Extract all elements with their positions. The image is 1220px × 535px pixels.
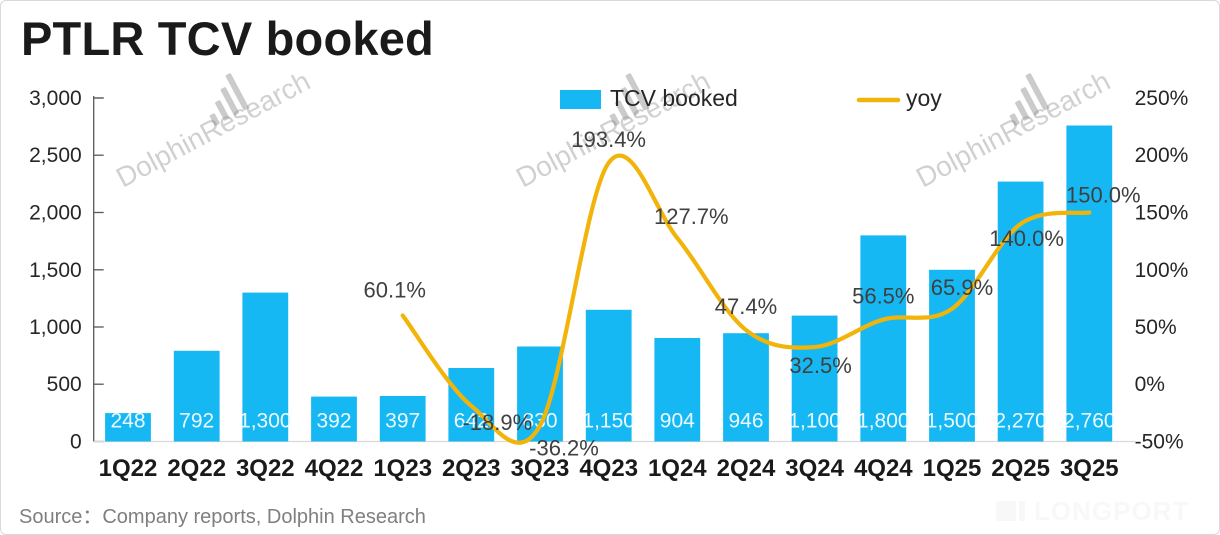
svg-text:946: 946 <box>728 410 763 433</box>
svg-text:1,800: 1,800 <box>857 410 910 433</box>
svg-text:2Q22: 2Q22 <box>167 455 226 482</box>
svg-text:1,000: 1,000 <box>29 316 82 339</box>
svg-text:2Q23: 2Q23 <box>442 455 501 482</box>
svg-text:1Q22: 1Q22 <box>99 455 158 482</box>
svg-text:3Q23: 3Q23 <box>511 455 570 482</box>
svg-text:500: 500 <box>47 373 82 396</box>
svg-text:2,000: 2,000 <box>29 202 82 225</box>
svg-text:4Q22: 4Q22 <box>305 455 364 482</box>
svg-text:193.4%: 193.4% <box>571 127 646 152</box>
svg-text:0%: 0% <box>1135 373 1165 396</box>
svg-text:50%: 50% <box>1135 316 1177 339</box>
svg-text:397: 397 <box>385 410 420 433</box>
svg-text:127.7%: 127.7% <box>654 204 729 229</box>
svg-text:32.5%: 32.5% <box>789 353 851 378</box>
svg-text:904: 904 <box>660 410 695 433</box>
svg-text:2,760: 2,760 <box>1063 410 1116 433</box>
svg-text:150%: 150% <box>1135 202 1189 225</box>
svg-text:1,500: 1,500 <box>926 410 979 433</box>
svg-text:3,000: 3,000 <box>29 87 82 110</box>
svg-text:3Q24: 3Q24 <box>785 455 844 482</box>
svg-text:250%: 250% <box>1135 87 1189 110</box>
svg-text:2Q25: 2Q25 <box>991 455 1050 482</box>
svg-text:yoy: yoy <box>906 87 942 111</box>
svg-text:200%: 200% <box>1135 144 1189 167</box>
svg-text:1,500: 1,500 <box>29 259 82 282</box>
svg-text:792: 792 <box>179 410 214 433</box>
svg-text:-50%: -50% <box>1135 431 1184 454</box>
svg-text:140.0%: 140.0% <box>989 226 1064 251</box>
svg-text:1Q23: 1Q23 <box>373 455 432 482</box>
svg-text:150.0%: 150.0% <box>1066 183 1141 208</box>
svg-text:56.5%: 56.5% <box>852 284 914 309</box>
svg-text:0: 0 <box>70 431 82 454</box>
svg-text:4Q23: 4Q23 <box>579 455 638 482</box>
svg-text:1,300: 1,300 <box>239 410 292 433</box>
svg-text:1,100: 1,100 <box>788 410 841 433</box>
svg-text:2Q24: 2Q24 <box>717 455 776 482</box>
svg-text:65.9%: 65.9% <box>931 275 993 300</box>
svg-text:2,500: 2,500 <box>29 144 82 167</box>
svg-text:1Q24: 1Q24 <box>648 455 707 482</box>
svg-text:1,150: 1,150 <box>582 410 635 433</box>
svg-text:TCV booked: TCV booked <box>610 87 738 111</box>
svg-text:3Q25: 3Q25 <box>1060 455 1119 482</box>
svg-text:2,270: 2,270 <box>994 410 1047 433</box>
svg-text:1Q25: 1Q25 <box>923 455 982 482</box>
svg-text:100%: 100% <box>1135 259 1189 282</box>
svg-text:4Q24: 4Q24 <box>854 455 913 482</box>
svg-text:-18.9%: -18.9% <box>462 410 532 435</box>
svg-text:392: 392 <box>316 410 351 433</box>
svg-text:3Q22: 3Q22 <box>236 455 295 482</box>
svg-text:248: 248 <box>110 410 145 433</box>
svg-text:47.4%: 47.4% <box>715 294 777 319</box>
svg-text:60.1%: 60.1% <box>364 277 426 302</box>
